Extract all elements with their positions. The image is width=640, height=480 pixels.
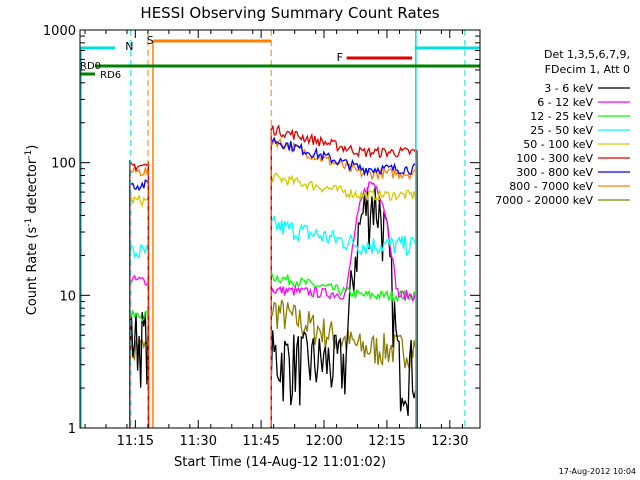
flag-n-label: N xyxy=(125,40,133,53)
flag-s-label: S xyxy=(147,34,154,47)
legend-entry-label: 100 - 300 keV xyxy=(516,152,593,165)
series-8 xyxy=(129,299,418,429)
x-tick-label: 12:15 xyxy=(368,434,405,449)
legend-entry-label: 300 - 800 keV xyxy=(516,166,593,179)
y-axis-label: Count Rate (s-1 detector-1) xyxy=(24,145,40,316)
flag-rd6-label: RD6 xyxy=(100,70,121,81)
x-tick-label: 11:15 xyxy=(117,434,154,449)
x-tick-label: 12:00 xyxy=(305,434,342,449)
series-line-seg2 xyxy=(270,138,418,429)
x-tick-label: 12:30 xyxy=(431,434,468,449)
x-tick-label: 11:30 xyxy=(180,434,217,449)
series-line-seg2 xyxy=(270,172,418,429)
series-line-seg1 xyxy=(129,308,150,429)
series-7 xyxy=(129,138,418,429)
series-line-seg2 xyxy=(270,136,418,429)
legend-entry-label: 12 - 25 keV xyxy=(530,110,593,123)
legend-header-2: FDecim 1, Att 0 xyxy=(545,63,630,76)
flag-rd0-label: RD0 xyxy=(80,61,101,72)
chart-title: HESSI Observing Summary Count Rates xyxy=(140,4,439,22)
plot-frame xyxy=(79,29,481,429)
legend-header-1: Det 1,3,5,6,7,9, xyxy=(544,48,630,61)
legend-entry-label: 7000 - 20000 keV xyxy=(495,194,593,207)
series-line-seg2 xyxy=(270,187,418,429)
y-tick-label: 100 xyxy=(51,157,76,172)
legend: Det 1,3,5,6,7,9, FDecim 1, Att 0 3 - 6 k… xyxy=(495,48,630,207)
x-axis-label: Start Time (14-Aug-12 11:01:02) xyxy=(174,455,386,470)
flag-f-label: F xyxy=(337,51,343,64)
legend-entry-label: 25 - 50 keV xyxy=(530,124,593,137)
legend-entry-label: 3 - 6 keV xyxy=(544,82,593,95)
series-line-seg2 xyxy=(270,299,418,429)
y-tick-label: 10 xyxy=(59,289,76,304)
series-4 xyxy=(129,172,418,429)
series-line-seg1 xyxy=(129,164,150,429)
timestamp: 17-Aug-2012 10:04 xyxy=(559,467,636,476)
series-line-seg1 xyxy=(129,311,150,429)
series-line-seg2 xyxy=(270,123,418,429)
y-tick-label: 1 xyxy=(68,422,76,437)
x-tick-label: 11:45 xyxy=(242,434,279,449)
legend-entry-label: 6 - 12 keV xyxy=(537,96,593,109)
legend-entry-label: 800 - 7000 keV xyxy=(509,180,593,193)
series-line-seg2 xyxy=(270,271,418,429)
series-line-seg2 xyxy=(270,214,418,429)
series-line-seg2 xyxy=(270,181,418,429)
series-2 xyxy=(129,271,418,429)
legend-entry-label: 50 - 100 keV xyxy=(523,138,593,151)
series-3 xyxy=(129,214,418,429)
series-line-seg1 xyxy=(129,193,150,429)
y-tick-label: 1000 xyxy=(43,24,76,39)
series-line-seg1 xyxy=(129,179,150,429)
ticks-layer: 11:15 11:30 11:45 12:00 12:15 12:30 1 10 100 1000 xyxy=(43,24,480,449)
series-layer xyxy=(129,123,418,429)
